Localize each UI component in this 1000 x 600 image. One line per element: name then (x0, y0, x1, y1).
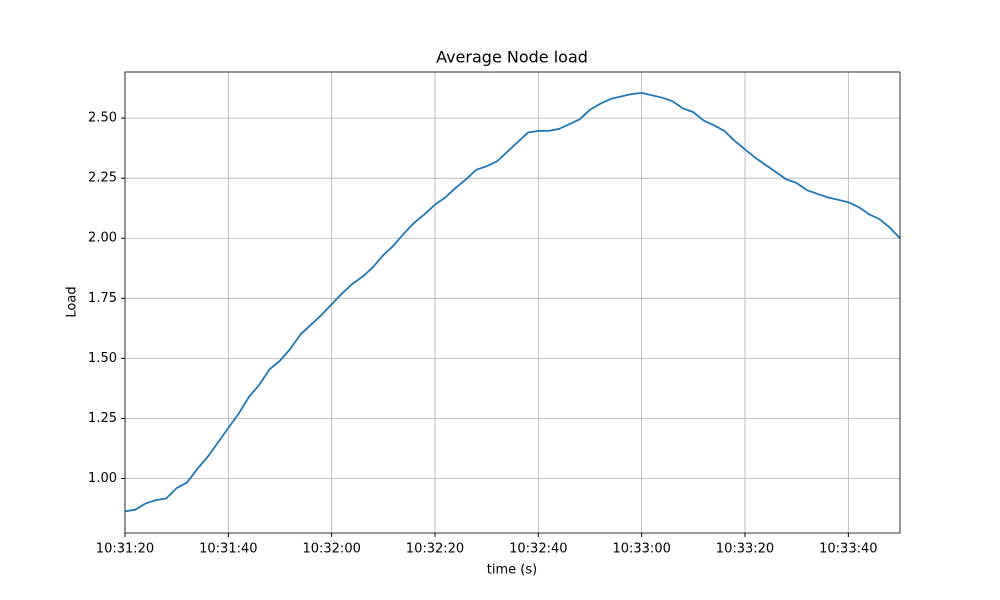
y-tick-label: 1.75 (88, 291, 117, 306)
y-tick-label: 2.25 (88, 171, 117, 186)
x-tick-label: 10:32:20 (406, 542, 464, 557)
y-tick-label: 2.50 (88, 111, 117, 126)
y-tick-label: 1.25 (88, 411, 117, 426)
x-tick-label: 10:33:20 (716, 542, 774, 557)
x-axis-label: time (s) (487, 563, 537, 578)
y-tick-label: 1.50 (88, 351, 117, 366)
x-tick-label: 10:33:40 (819, 542, 877, 557)
y-axis-label: Load (65, 286, 80, 317)
x-tick-label: 10:31:20 (96, 542, 154, 557)
x-tick-label: 10:32:00 (302, 542, 360, 557)
x-tick-label: 10:32:40 (509, 542, 567, 557)
x-tick-label: 10:31:40 (199, 542, 257, 557)
chart-title: Average Node load (436, 48, 588, 67)
y-tick-label: 1.00 (88, 471, 117, 486)
data-line (124, 91, 901, 513)
y-tick-label: 2.00 (88, 231, 117, 246)
x-tick-label: 10:33:00 (612, 542, 670, 557)
plot-frame (124, 71, 901, 534)
